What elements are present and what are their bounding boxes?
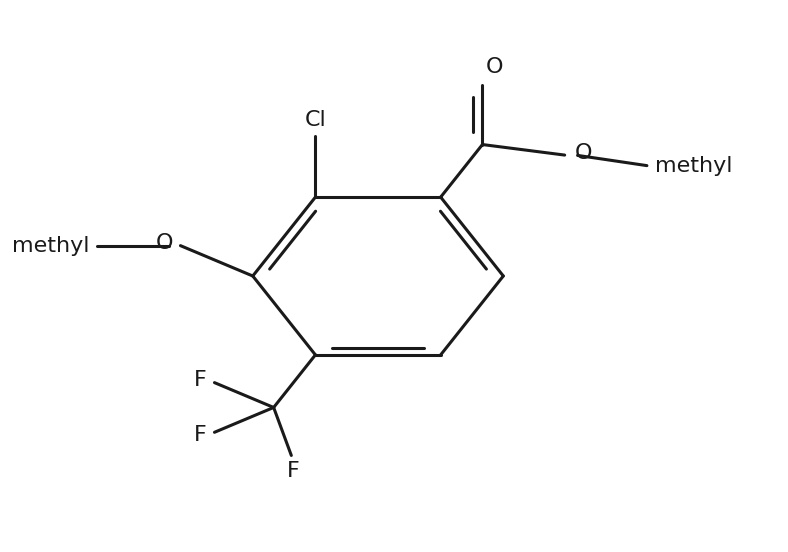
Text: F: F: [194, 425, 207, 445]
Text: O: O: [155, 233, 173, 253]
Text: methyl: methyl: [12, 236, 89, 256]
Text: F: F: [287, 461, 299, 481]
Text: O: O: [486, 57, 504, 77]
Text: methyl: methyl: [655, 156, 732, 176]
Text: Cl: Cl: [304, 110, 326, 130]
Text: F: F: [194, 370, 207, 390]
Text: O: O: [574, 144, 592, 163]
